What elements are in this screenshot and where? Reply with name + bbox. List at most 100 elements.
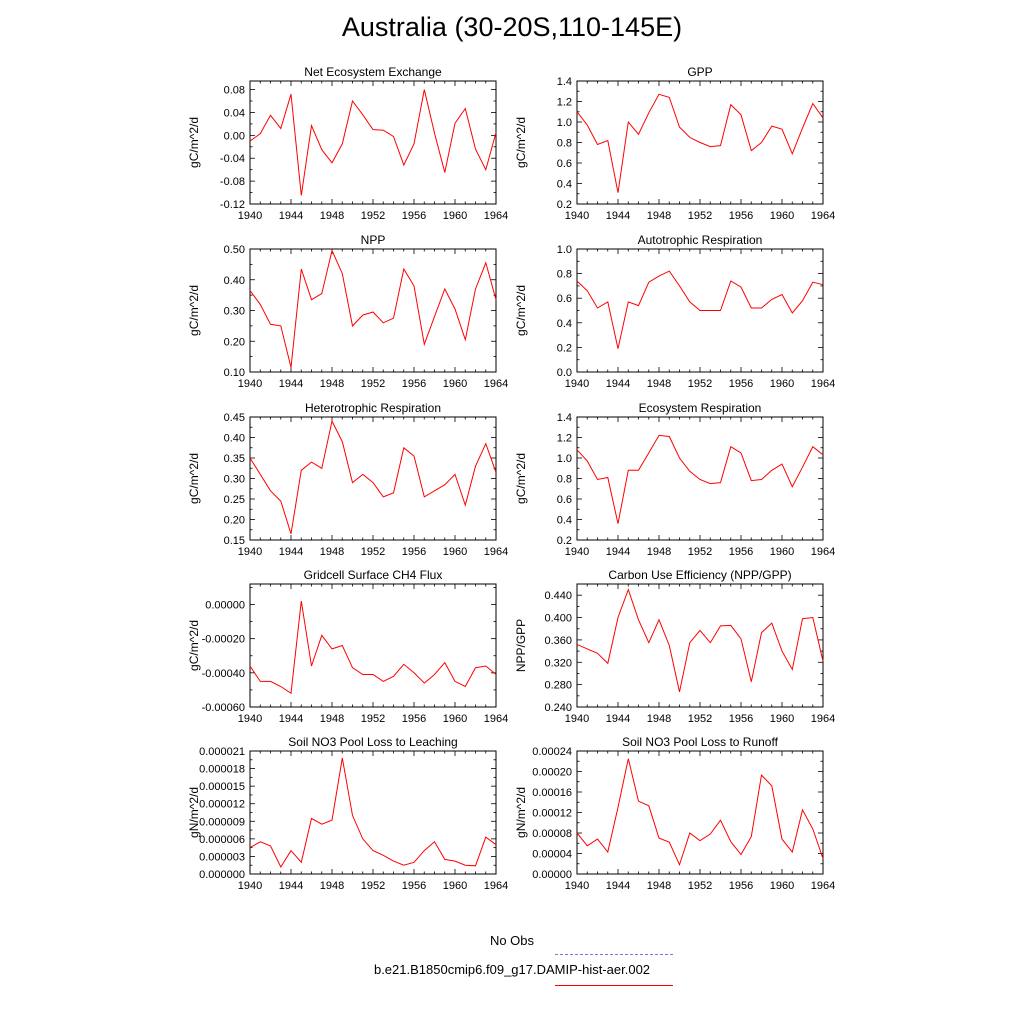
y-tick-label: 0.15: [224, 535, 245, 547]
y-tick-label: 0.000012: [199, 799, 245, 811]
y-tick-label: 0.00000: [532, 869, 572, 881]
x-tick-label: 1960: [770, 210, 794, 222]
x-tick-label: 1952: [688, 713, 712, 725]
y-axis-label: NPP/GPP: [514, 619, 528, 672]
x-tick-label: 1940: [565, 210, 589, 222]
y-tick-label: 0.00008: [532, 828, 572, 840]
x-tick-label: 1964: [811, 210, 835, 222]
x-tick-label: 1948: [647, 210, 671, 222]
y-tick-label: 0.0: [557, 367, 572, 379]
panel-title: Soil NO3 Pool Loss to Leaching: [288, 735, 457, 749]
y-axis-label: gC/m^2/d: [187, 453, 201, 504]
x-tick-label: 1960: [443, 378, 467, 390]
series-line: [576, 93, 824, 193]
y-tick-label: 0.000015: [199, 781, 245, 793]
chart-panel-1: Net Ecosystem Exchange gC/m^2/d 1940 1944 19…: [187, 65, 508, 222]
y-tick-label: 0.30: [224, 306, 245, 318]
y-tick-label: 0.000009: [199, 816, 245, 828]
x-tick-label: 1940: [238, 546, 262, 558]
y-tick-label: 0.20: [224, 515, 245, 527]
x-tick-label: 1956: [729, 378, 753, 390]
y-tick-label: 0.00016: [532, 787, 572, 799]
x-tick-label: 1940: [238, 880, 262, 892]
x-tick-label: 1952: [361, 880, 385, 892]
x-tick-label: 1948: [647, 713, 671, 725]
series-line: [576, 270, 824, 349]
x-tick-label: 1948: [320, 880, 344, 892]
y-tick-label: 0.25: [224, 494, 245, 506]
panel-title: Gridcell Surface CH4 Flux: [304, 568, 443, 582]
x-tick-label: 1960: [443, 546, 467, 558]
y-tick-label: -0.12: [220, 199, 245, 211]
legend-model-label: b.e21.B1850cmip6.f09_g17.DAMIP-hist-aer.…: [373, 962, 651, 977]
y-tick-label: 0.280: [544, 680, 572, 692]
y-axis-label: gC/m^2/d: [187, 620, 201, 671]
x-tick-label: 1948: [320, 378, 344, 390]
x-tick-label: 1944: [279, 713, 303, 725]
y-tick-label: -0.00060: [202, 702, 245, 714]
x-tick-label: 1940: [565, 546, 589, 558]
x-tick-label: 1940: [565, 378, 589, 390]
y-tick-label: 0.00012: [532, 808, 572, 820]
x-tick-label: 1944: [279, 378, 303, 390]
x-tick-label: 1952: [361, 210, 385, 222]
y-tick-label: -0.08: [220, 176, 245, 188]
chart-panel-10: Soil NO3 Pool Loss to Runoff gN/m^2/d 1940…: [514, 735, 835, 892]
y-tick-label: 0.20: [224, 336, 245, 348]
x-tick-label: 1944: [279, 546, 303, 558]
panel-title: Ecosystem Respiration: [639, 401, 762, 415]
plot-frame: [249, 248, 497, 373]
y-axis-label: gC/m^2/d: [187, 285, 201, 336]
y-tick-label: 0.50: [224, 244, 245, 256]
x-tick-label: 1940: [238, 210, 262, 222]
y-tick-label: 0.30: [224, 474, 245, 486]
y-tick-label: 0.000021: [199, 746, 245, 758]
y-tick-label: 0.10: [224, 367, 245, 379]
y-tick-label: 0.00020: [532, 767, 572, 779]
x-tick-label: 1956: [729, 210, 753, 222]
x-tick-label: 1944: [279, 880, 303, 892]
y-tick-label: 1.4: [557, 76, 572, 88]
x-tick-label: 1940: [565, 713, 589, 725]
x-tick-label: 1952: [361, 378, 385, 390]
x-tick-label: 1944: [606, 546, 630, 558]
y-axis-label: gC/m^2/d: [187, 117, 201, 168]
y-tick-label: 0.400: [544, 613, 572, 625]
chart-panel-3: NPP gC/m^2/d 1940 1944 1948 1952 1956 1960 1964 0…: [187, 233, 508, 390]
x-tick-label: 1948: [647, 880, 671, 892]
page-title: Australia (30-20S,110-145E): [341, 12, 683, 42]
x-tick-label: 1960: [770, 713, 794, 725]
chart-panel-6: Ecosystem Respiration gC/m^2/d 1940 1944 194…: [514, 401, 835, 558]
x-tick-label: 1964: [484, 210, 508, 222]
y-tick-label: 0.000003: [199, 851, 245, 863]
y-tick-label: 0.08: [224, 85, 245, 97]
series-line: [249, 89, 497, 196]
y-tick-label: 0.000000: [199, 869, 245, 881]
y-tick-label: 0.00: [224, 130, 245, 142]
y-axis-label: gC/m^2/d: [514, 453, 528, 504]
plot-frame: [576, 416, 824, 541]
panel-title: Net Ecosystem Exchange: [304, 65, 442, 79]
plot-frame: [249, 750, 497, 875]
y-tick-label: 0.8: [557, 138, 572, 150]
x-tick-label: 1940: [238, 713, 262, 725]
x-tick-label: 1944: [606, 713, 630, 725]
x-tick-label: 1948: [647, 378, 671, 390]
x-tick-label: 1952: [688, 210, 712, 222]
y-tick-label: 0.00000: [205, 600, 245, 612]
x-tick-label: 1964: [811, 713, 835, 725]
y-tick-label: 0.40: [224, 275, 245, 287]
x-tick-label: 1956: [402, 546, 426, 558]
series-line: [249, 419, 497, 535]
chart-panel-4: Autotrophic Respiration gC/m^2/d 1940 1944 1…: [514, 233, 835, 390]
series-line: [249, 601, 497, 695]
x-tick-label: 1948: [320, 713, 344, 725]
series-line: [576, 434, 824, 524]
x-tick-label: 1956: [402, 210, 426, 222]
y-tick-label: 0.6: [557, 293, 572, 305]
series-line: [249, 757, 497, 869]
x-tick-label: 1960: [770, 378, 794, 390]
chart-panel-7: Gridcell Surface CH4 Flux gC/m^2/d 1940 194…: [187, 568, 508, 725]
x-tick-label: 1952: [361, 546, 385, 558]
